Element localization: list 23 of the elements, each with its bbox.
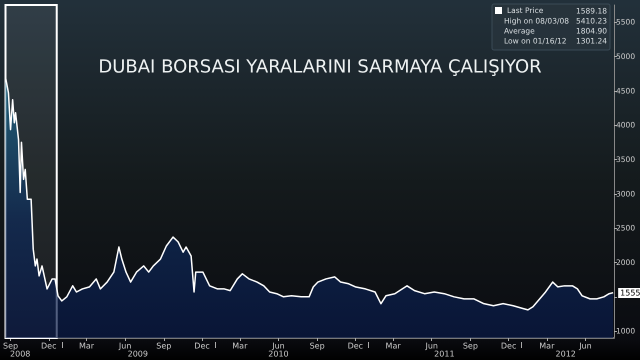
x-tick-label: Sep [462, 342, 478, 350]
x2-tick-label: 2009 [128, 350, 148, 358]
x-tick-label: Jun [424, 342, 438, 350]
x-tick-label: Mar [539, 342, 556, 350]
text: DUBAI BORSASI YARALARINI SARMAYA ÇALIŞIYOR [98, 56, 542, 78]
x-tick-label: Sep [156, 342, 172, 350]
x-tick-label: Dec [500, 342, 516, 350]
x2-tick-label: 2008 [10, 350, 30, 358]
x2-tick-label: 2010 [268, 350, 289, 358]
x-tick-label: Mar [232, 342, 248, 350]
x-tick-label: Jun [578, 342, 592, 350]
annotation: 1555 [620, 288, 640, 298]
x-tick-label: Mar [386, 342, 402, 350]
x-tick-label: Sep [3, 342, 18, 350]
x-tick-label: Sep [310, 342, 325, 350]
x-tick-label: Dec [194, 342, 210, 350]
x-tick-label: Dec [348, 342, 364, 350]
x2-tick-label: 2012 [556, 350, 576, 358]
x-tick-label: Jun [271, 342, 285, 350]
x-tick-label: Dec [41, 342, 56, 350]
x-tick-label: Jun [118, 342, 132, 350]
x-tick-label: Mar [79, 342, 95, 350]
x2-tick-label: 2011 [434, 350, 455, 358]
